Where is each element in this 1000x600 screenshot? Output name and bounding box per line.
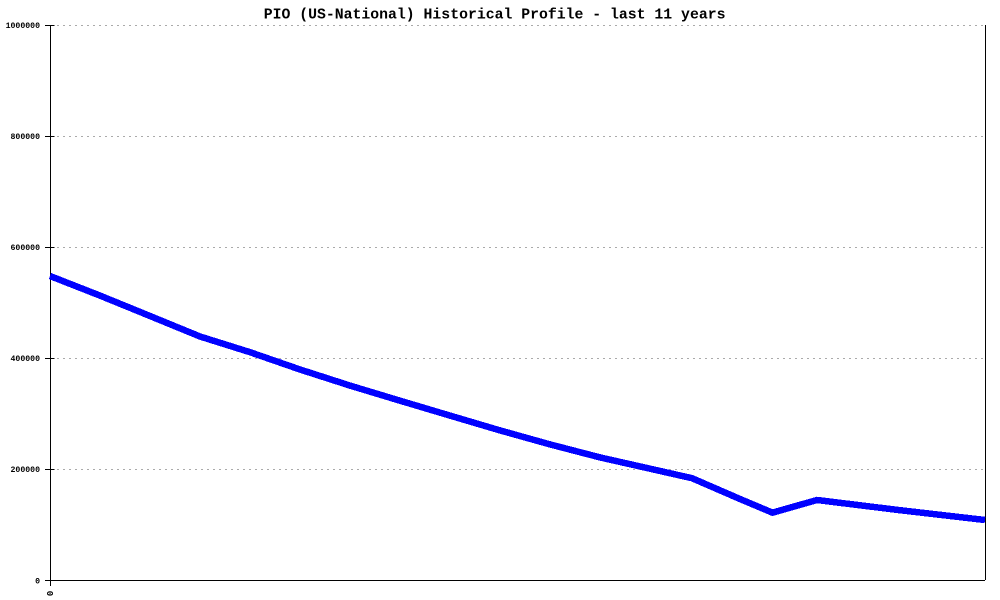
svg-text:PIO (US-National) Historical P: PIO (US-National) Historical Profile - l…	[264, 8, 726, 24]
svg-text:1000000: 1000000	[6, 22, 40, 31]
svg-text:400000: 400000	[11, 355, 41, 364]
svg-text:0: 0	[44, 591, 54, 596]
svg-text:0: 0	[35, 578, 40, 587]
svg-text:800000: 800000	[11, 133, 41, 142]
svg-text:200000: 200000	[11, 466, 41, 475]
svg-text:600000: 600000	[11, 244, 41, 253]
